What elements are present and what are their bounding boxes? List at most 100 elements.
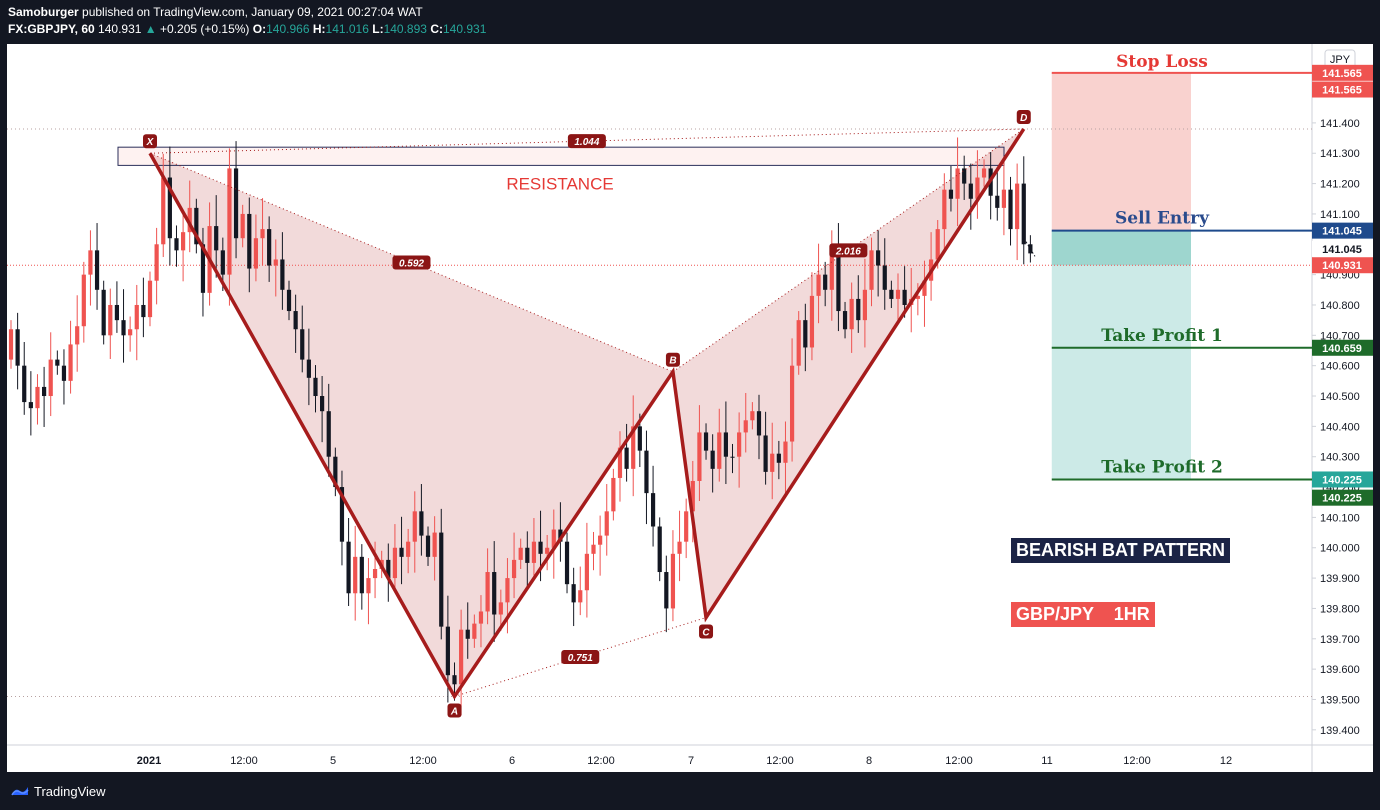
candle-body <box>889 289 894 299</box>
symbol-label[interactable]: FX:GBPJPY, 60 <box>8 22 95 36</box>
pattern-point-label: A <box>450 706 458 717</box>
candle-body <box>61 365 67 381</box>
resistance-label: RESISTANCE <box>506 175 613 194</box>
candle-body <box>181 232 186 251</box>
candle-body <box>452 675 457 685</box>
candle-body <box>412 511 417 542</box>
axis-price-tag-label: 140.659 <box>1322 343 1362 355</box>
candle-body <box>35 386 40 409</box>
candle-body <box>816 274 821 296</box>
candle-body <box>511 559 517 579</box>
candle-body <box>128 329 133 336</box>
candle-body <box>545 547 550 554</box>
candle-body <box>730 456 735 458</box>
candle-body <box>611 477 616 512</box>
candle-body <box>783 441 788 463</box>
candle-body <box>836 250 841 312</box>
candle-body <box>1001 189 1007 208</box>
axis-price-tag <box>1312 81 1373 98</box>
axis-price-tag <box>1312 471 1373 488</box>
candle-body <box>313 377 318 397</box>
pattern-point-badge <box>1016 109 1031 124</box>
ratio-label: 0.592 <box>399 258 424 269</box>
price-tick-label: 140.400 <box>1320 421 1360 433</box>
candle-body <box>174 238 179 251</box>
price-change: +0.205 (+0.15%) <box>160 22 250 36</box>
candle-body <box>485 572 490 612</box>
candle-body <box>41 386 47 397</box>
candle-body <box>789 365 795 442</box>
candle-body <box>187 207 192 233</box>
candle-body <box>439 532 444 627</box>
candle-body <box>1015 183 1020 230</box>
candle-body <box>286 289 292 312</box>
price-tick-label: 140.700 <box>1320 330 1360 342</box>
candle-body <box>551 529 556 548</box>
candle-body <box>214 226 219 251</box>
candle-body <box>28 402 33 409</box>
candle-body <box>803 320 808 348</box>
candle-body <box>723 432 728 457</box>
ratio-badge <box>392 255 431 270</box>
candle-body <box>108 304 113 336</box>
tradingview-logo-icon[interactable] <box>10 784 30 798</box>
axis-price-tag <box>1312 489 1373 506</box>
chart-area[interactable]: RESISTANCE Stop Loss Sell Entry Take Profit… <box>7 44 1373 772</box>
candle-body <box>200 244 206 293</box>
candle-body <box>770 453 775 472</box>
candle-body <box>293 311 298 330</box>
candle-body <box>829 250 834 290</box>
xb-dotted-line <box>149 152 674 373</box>
candle-body <box>823 274 828 290</box>
ratio-badge <box>829 243 868 258</box>
time-tick-label: 12:00 <box>587 755 615 767</box>
time-tick-label: 12:00 <box>766 755 794 767</box>
axis-price-tag <box>1312 339 1373 356</box>
time-tick-label: 8 <box>866 755 872 767</box>
candle-body <box>114 304 120 321</box>
candle-body <box>134 304 139 330</box>
price-tick-label: 141.300 <box>1320 148 1360 160</box>
candle-body <box>326 411 331 457</box>
candle-body <box>267 229 272 266</box>
resistance-zone <box>117 146 1005 166</box>
candle-body <box>48 359 53 397</box>
pattern-point-label: D <box>1020 113 1027 124</box>
candle-body <box>339 487 345 542</box>
candle-body <box>260 229 265 239</box>
price-chart[interactable]: RESISTANCE Stop Loss Sell Entry Take Profit… <box>7 44 1373 772</box>
candle-body <box>498 602 503 615</box>
up-arrow-icon: ▲ <box>144 22 157 36</box>
candle-body <box>167 177 172 239</box>
candle-body <box>88 250 93 275</box>
price-tick-label: 139.700 <box>1320 634 1360 646</box>
price-tick-label: 141.100 <box>1320 209 1360 221</box>
ratio-label: 2.016 <box>835 246 861 257</box>
candle-body <box>664 572 669 609</box>
candle-body <box>459 629 464 685</box>
take-profit-2-text: Take Profit 2 <box>1101 457 1223 477</box>
axis-price-tag <box>1312 64 1373 81</box>
candle-body <box>366 578 371 594</box>
candle-body <box>154 244 159 281</box>
price-tick-label: 140.100 <box>1320 512 1360 524</box>
candle-body <box>915 295 920 299</box>
price-tick-label: 140.600 <box>1320 361 1360 373</box>
candle-body <box>432 532 437 557</box>
candle-body <box>591 544 596 554</box>
time-tick-label: 5 <box>330 755 336 767</box>
candle-body <box>644 450 649 494</box>
footer-brand[interactable]: TradingView <box>34 784 106 799</box>
candle-body <box>227 168 232 275</box>
candle-body <box>75 326 80 345</box>
pattern-point-badge <box>447 703 462 718</box>
pattern-name-banner: BEARISH BAT PATTERN <box>1011 538 1230 563</box>
ohlc-line: FX:GBPJPY, 60 140.931 ▲ +0.205 (+0.15%) … <box>8 22 486 36</box>
author-name[interactable]: Samoburger <box>8 5 79 19</box>
candle-body <box>518 547 523 560</box>
candle-body <box>68 344 73 381</box>
candle-body <box>743 420 748 433</box>
candle-body <box>465 629 470 639</box>
candle-body <box>253 238 259 269</box>
candle-body <box>538 541 543 554</box>
